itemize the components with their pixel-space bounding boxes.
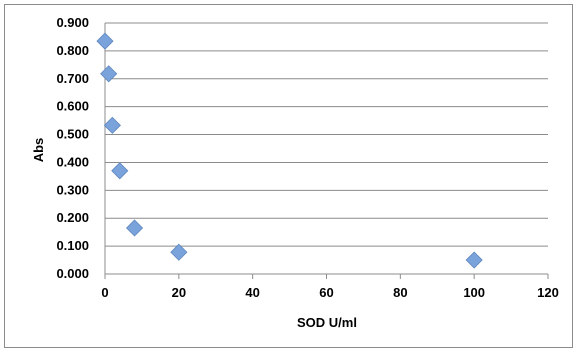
x-tick-label: 80 — [393, 285, 407, 300]
y-tick-label: 0.000 — [56, 266, 89, 281]
x-tick-label: 60 — [319, 285, 333, 300]
y-tick-label: 0.400 — [56, 154, 89, 169]
x-tick-label: 20 — [172, 285, 186, 300]
data-point — [111, 162, 129, 180]
axes — [104, 23, 549, 279]
data-point — [100, 65, 118, 83]
x-tick-labels: 0 20 40 60 80 100 120 — [101, 285, 558, 300]
y-tick-label: 0.700 — [56, 71, 89, 86]
x-tick-label: 120 — [537, 285, 559, 300]
y-tick-label: 0.300 — [56, 182, 89, 197]
chart-frame — [4, 4, 573, 348]
data-point — [125, 219, 144, 237]
y-axis-title: Abs — [31, 138, 46, 163]
data-point — [103, 116, 121, 134]
y-tick-label: 0.800 — [56, 43, 89, 58]
data-point — [96, 32, 114, 50]
gridlines — [105, 22, 548, 247]
y-tick-label: 0.100 — [56, 238, 89, 253]
data-point — [170, 243, 188, 261]
y-tick-labels: 0.000 0.100 0.200 0.300 0.400 0.500 0.600 0.700… — [56, 15, 89, 281]
y-tick-label: 0.600 — [56, 99, 89, 114]
data-point — [465, 251, 483, 269]
y-tick-label: 0.200 — [56, 210, 89, 225]
x-tick-label: 100 — [463, 285, 485, 300]
x-axis-title: SOD U/ml — [297, 315, 357, 330]
x-tick-label: 0 — [101, 285, 108, 300]
y-tick-label: 0.500 — [56, 127, 89, 142]
data-points — [96, 32, 483, 269]
y-tick-label: 0.900 — [56, 15, 89, 30]
x-tick-label: 40 — [245, 285, 259, 300]
